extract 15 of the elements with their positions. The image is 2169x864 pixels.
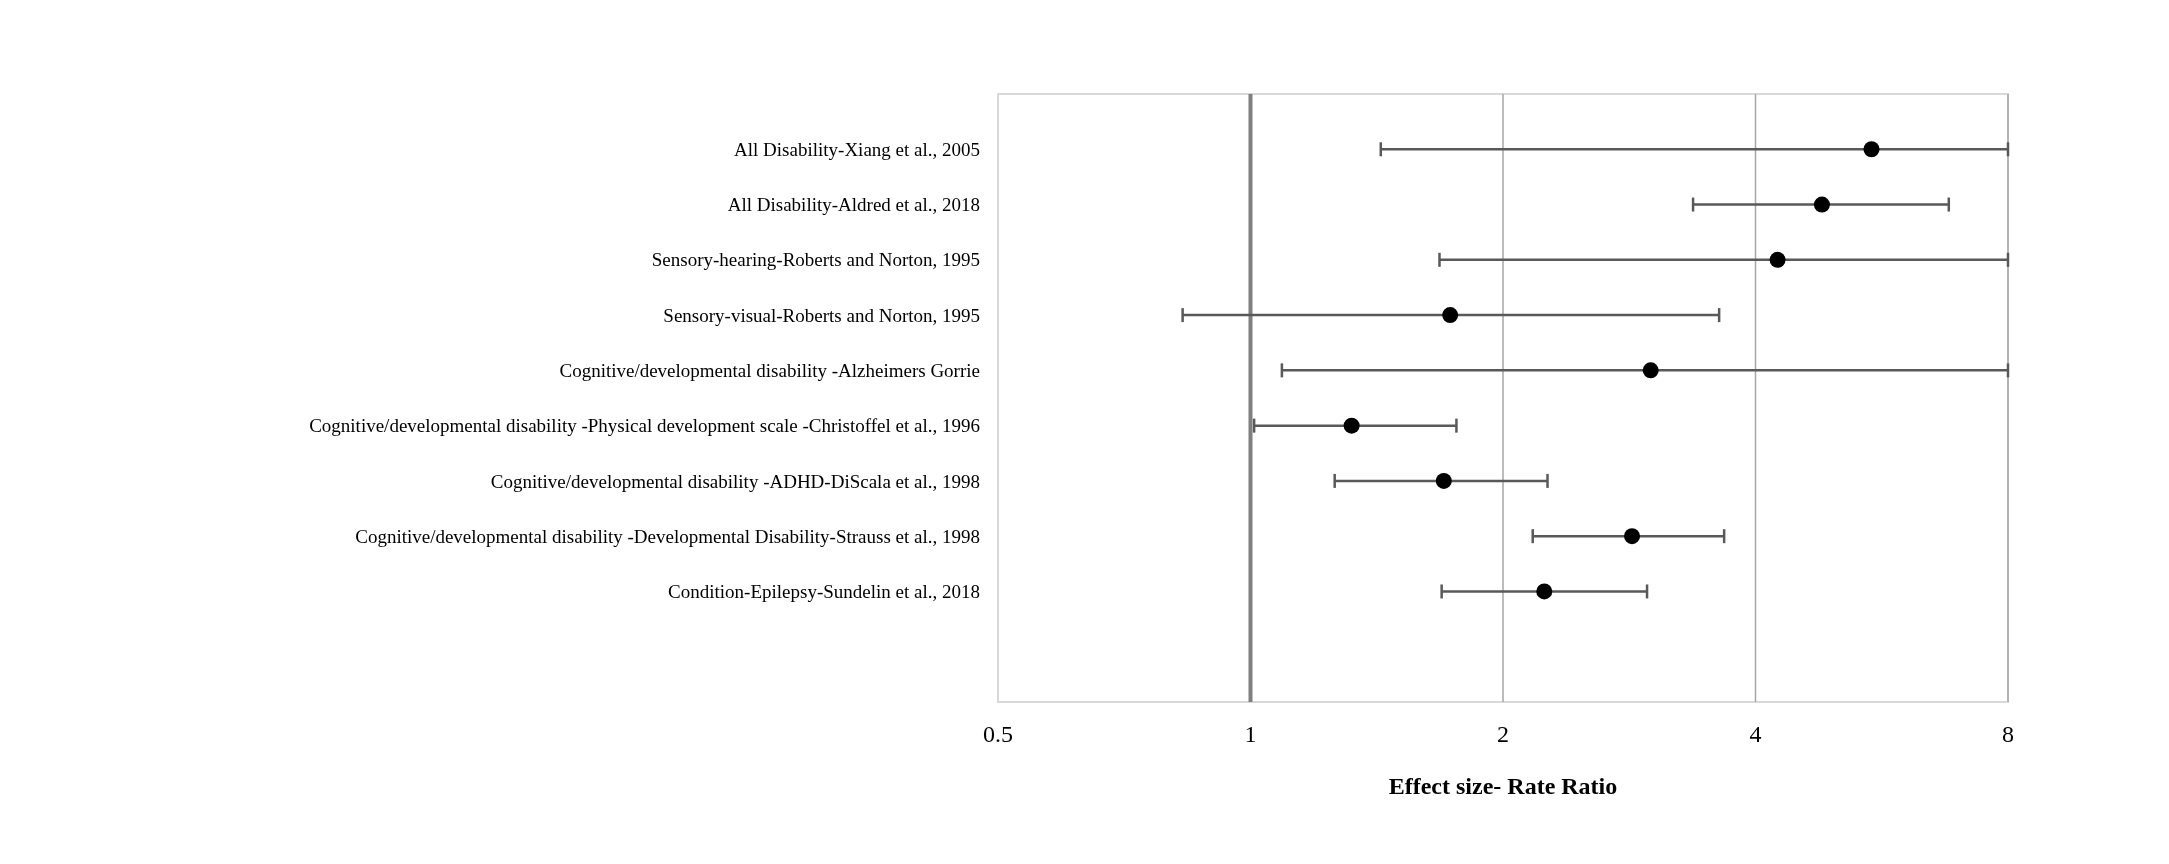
y-tick-label: Cognitive/developmental disability -Alzheimers Gorrie xyxy=(559,360,980,382)
x-tick-label: 4 xyxy=(1749,721,1762,747)
y-tick-label: Condition-Epilepsy-Sundelin et al., 2018 xyxy=(668,581,980,603)
x-tick-label: 8 xyxy=(2002,721,2014,747)
y-tick-label: Sensory-visual-Roberts and Norton, 1995 xyxy=(663,304,980,326)
y-tick-label: Cognitive/developmental disability -ADHD-DiScala et al., 1998 xyxy=(490,470,980,492)
x-tick-label: 1 xyxy=(1244,721,1257,747)
y-tick-label: Sensory-hearing-Roberts and Norton, 1995 xyxy=(651,249,980,271)
y-tick-label: Cognitive/developmental disability -Physical development scale -Christoffel et al., 1996 xyxy=(309,415,980,437)
x-tick-label: 0.5 xyxy=(983,721,1013,747)
y-tick-label: Cognitive/developmental disability -Developmental Disability-Strauss et al., 1998 xyxy=(355,525,980,547)
x-axis-title: Effect size- Rate Ratio xyxy=(1388,773,1618,799)
x-tick-label: 2 xyxy=(1497,721,1509,747)
y-tick-label: All Disability-Aldred et al., 2018 xyxy=(727,194,980,216)
y-tick-label: All Disability-Xiang et al., 2005 xyxy=(734,138,980,160)
